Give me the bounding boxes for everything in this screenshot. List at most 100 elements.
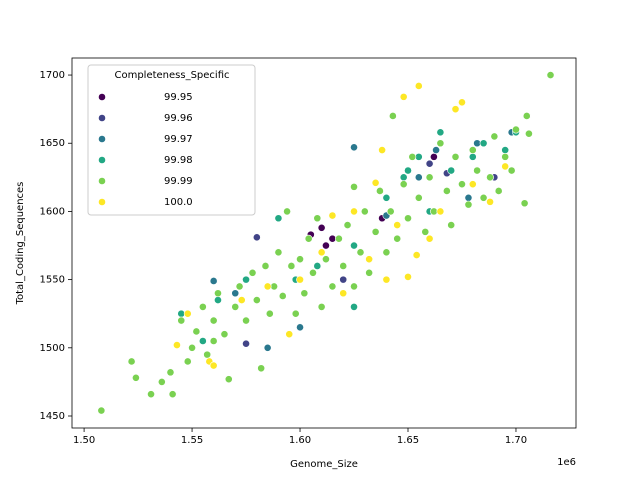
point: [127, 357, 136, 366]
point: [442, 187, 451, 195]
point: [97, 406, 106, 415]
y-tick-label: 1550: [40, 275, 65, 286]
point: [177, 309, 186, 318]
point: [350, 207, 358, 216]
legend-title: Completeness_Specific: [114, 70, 229, 81]
point: [209, 361, 218, 370]
point: [252, 296, 261, 304]
point: [414, 173, 423, 182]
point: [512, 125, 520, 134]
point: [309, 268, 317, 277]
legend-label: 100.0: [164, 197, 193, 208]
point: [451, 152, 460, 161]
point: [209, 277, 218, 285]
point: [365, 268, 374, 277]
point: [214, 296, 222, 304]
legend-label: 99.95: [164, 92, 193, 103]
point: [520, 199, 529, 208]
point: [436, 139, 445, 148]
point: [501, 162, 510, 171]
point: [248, 268, 257, 277]
point: [447, 166, 456, 175]
point: [242, 339, 250, 348]
point: [451, 105, 460, 114]
plot-frame: [71, 57, 577, 429]
point: [224, 375, 233, 384]
point: [317, 223, 326, 232]
point: [376, 187, 384, 195]
point: [173, 341, 181, 349]
point: [317, 302, 326, 311]
point: [296, 255, 304, 264]
point: [265, 309, 274, 318]
point: [147, 390, 155, 399]
point: [132, 373, 140, 382]
point: [412, 251, 421, 259]
point: [209, 337, 218, 345]
point: [328, 282, 337, 291]
point: [414, 193, 423, 202]
legend-label: 99.97: [164, 134, 193, 145]
x-tick-label: 1.70: [505, 435, 527, 446]
point: [322, 241, 330, 250]
point: [425, 173, 434, 182]
point: [339, 275, 348, 284]
point: [261, 262, 270, 270]
point: [501, 146, 510, 154]
point: [473, 166, 482, 175]
point: [328, 211, 337, 220]
point: [388, 112, 397, 120]
point: [339, 289, 348, 298]
point: [350, 302, 358, 311]
point: [464, 200, 473, 209]
legend-label: 99.96: [164, 113, 193, 124]
x-axis-label: Genome_Size: [290, 459, 358, 470]
point: [430, 152, 438, 161]
y-tick-label: 1600: [40, 206, 65, 217]
point: [334, 234, 343, 243]
point: [274, 214, 283, 223]
point: [183, 357, 192, 366]
y-tick-label: 1450: [40, 411, 65, 422]
point: [382, 193, 391, 202]
point: [300, 289, 309, 298]
point: [421, 227, 430, 236]
point: [432, 146, 440, 154]
legend-marker: [98, 93, 106, 101]
point: [386, 207, 395, 216]
x-tick-label: 1.65: [397, 435, 419, 446]
point: [468, 180, 477, 189]
point: [350, 143, 358, 152]
point: [198, 337, 207, 345]
point: [177, 316, 186, 325]
point: [414, 152, 423, 161]
point: [242, 316, 250, 325]
point: [283, 207, 291, 216]
point: [257, 364, 266, 373]
y-axis-label: Total_Coding_Sequences: [15, 182, 26, 306]
point: [546, 71, 555, 79]
point: [350, 241, 358, 250]
point: [399, 173, 408, 182]
point: [231, 302, 240, 311]
point: [343, 221, 352, 229]
point: [220, 330, 229, 339]
point: [188, 343, 196, 352]
point: [214, 289, 222, 298]
x-offset-label: 1e6: [557, 457, 576, 468]
point: [507, 166, 516, 175]
point: [356, 248, 365, 257]
legend-box: [87, 64, 256, 216]
point: [166, 368, 175, 377]
point: [365, 255, 374, 264]
point: [473, 139, 482, 148]
point: [371, 178, 380, 187]
point: [399, 180, 408, 189]
point: [393, 234, 402, 243]
point: [322, 255, 330, 264]
point: [522, 112, 531, 120]
point: [486, 173, 494, 182]
point: [399, 92, 408, 101]
point: [360, 207, 369, 216]
point: [425, 234, 434, 243]
